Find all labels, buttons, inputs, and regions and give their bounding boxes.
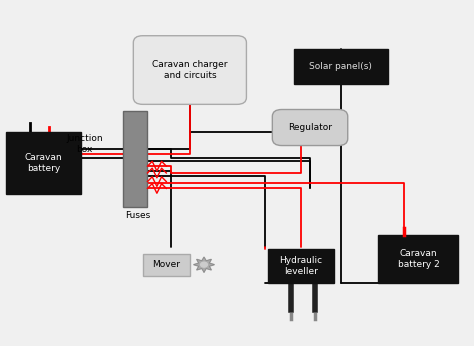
- FancyBboxPatch shape: [143, 254, 190, 276]
- FancyBboxPatch shape: [6, 132, 82, 194]
- Text: Caravan
battery: Caravan battery: [25, 153, 63, 173]
- Text: Regulator: Regulator: [288, 123, 332, 132]
- Text: Hydraulic
leveller: Hydraulic leveller: [279, 256, 322, 276]
- Text: Fuses: Fuses: [125, 211, 150, 220]
- Text: Solar panel(s): Solar panel(s): [309, 62, 372, 71]
- Text: Caravan charger
and circuits: Caravan charger and circuits: [152, 60, 228, 80]
- FancyBboxPatch shape: [123, 111, 147, 207]
- Polygon shape: [194, 257, 214, 272]
- FancyBboxPatch shape: [268, 248, 334, 283]
- FancyBboxPatch shape: [293, 49, 388, 84]
- FancyBboxPatch shape: [273, 109, 348, 146]
- Text: Junction
box: Junction box: [66, 134, 103, 154]
- Circle shape: [201, 262, 208, 267]
- FancyBboxPatch shape: [133, 36, 246, 104]
- Text: Mover: Mover: [152, 260, 180, 269]
- FancyBboxPatch shape: [378, 235, 458, 283]
- Text: Caravan
battery 2: Caravan battery 2: [398, 249, 439, 269]
